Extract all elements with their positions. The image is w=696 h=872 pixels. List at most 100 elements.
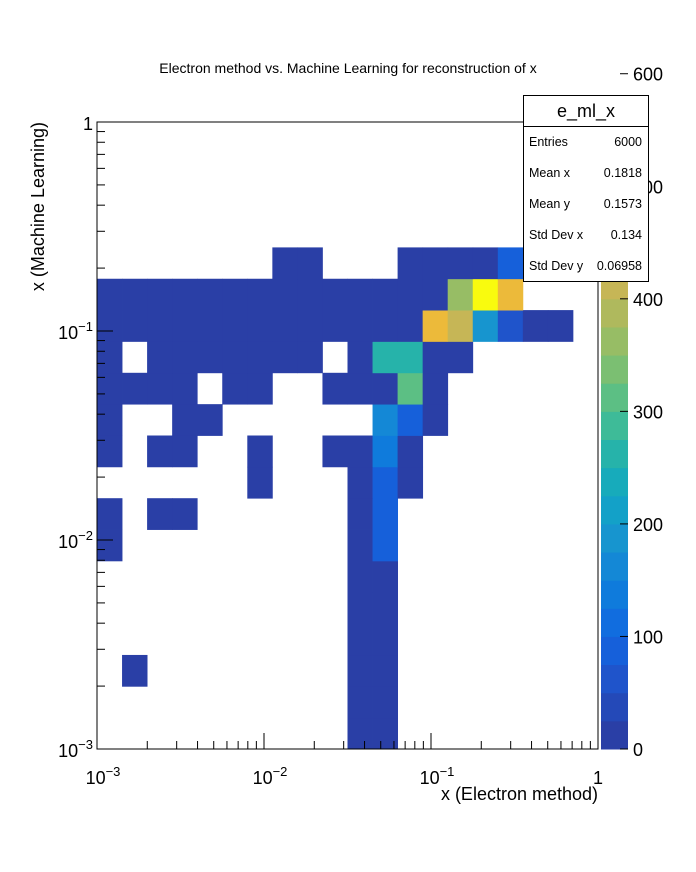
stats-row-entries: Entries 6000: [524, 127, 648, 158]
heatmap-cell: [472, 278, 499, 311]
colorbar-segment: [601, 720, 628, 750]
heatmap-cell: [372, 498, 398, 530]
heatmap-cell: [347, 341, 373, 374]
heatmap-cell: [147, 372, 173, 405]
stats-row-std-dev-y: Std Dev y 0.06958: [524, 251, 648, 282]
heatmap-cell: [122, 654, 148, 687]
y-axis-label: x (Machine Learning): [28, 122, 48, 291]
axis-tick-labels: 10−3 10−2 10−1 1 10−3 10−2 10−1 1: [58, 114, 603, 788]
heatmap-cell: [397, 404, 424, 436]
heatmap-cell: [297, 247, 323, 280]
y-tick-label: 10−1: [58, 319, 93, 343]
heatmap-cell: [172, 404, 198, 436]
colorbar-segment: [601, 608, 628, 637]
heatmap-cell: [172, 372, 198, 405]
stats-row-mean-y: Mean y 0.1573: [524, 189, 648, 220]
heatmap-cell: [422, 404, 449, 436]
y-tick-label: 10−3: [58, 737, 93, 761]
heatmap-cell: [97, 435, 123, 468]
heatmap-cell: [372, 592, 398, 624]
heatmap-cell: [422, 372, 449, 405]
heatmap-cell: [247, 435, 273, 468]
heatmap-cell: [197, 404, 223, 436]
stats-title: e_ml_x: [524, 96, 648, 127]
heatmap-cell: [322, 435, 348, 468]
colorbar-segment: [601, 298, 628, 328]
heatmap-cell: [422, 247, 449, 280]
heatmap-cell: [347, 529, 373, 562]
colorbar-label: 200: [633, 515, 663, 535]
colorbar-segment: [601, 552, 628, 581]
heatmap-cell: [147, 310, 173, 342]
heatmap-cell: [322, 372, 348, 405]
colorbar-segment: [601, 495, 628, 525]
heatmap-cell: [422, 341, 449, 374]
heatmap-cell: [372, 310, 398, 342]
stats-key: Std Dev x: [529, 228, 584, 242]
stats-key: Entries: [529, 135, 568, 149]
heatmap-cell: [122, 372, 148, 405]
heatmap-cell: [497, 278, 524, 311]
heatmap-cell: [397, 372, 424, 405]
heatmap-cell: [147, 341, 173, 374]
heatmap-cell: [322, 278, 348, 311]
heatmap-cell: [372, 372, 398, 405]
heatmap-cell: [347, 498, 373, 530]
colorbar-segment: [601, 692, 628, 722]
colorbar-label: 0: [633, 740, 643, 760]
heatmap-cell: [172, 435, 198, 468]
heatmap-cell: [447, 278, 474, 311]
heatmap-cell: [372, 404, 398, 436]
heatmap-cell: [347, 372, 373, 405]
x-tick-label: 10−3: [86, 764, 121, 788]
stats-key: Mean y: [529, 197, 570, 211]
colorbar-segment: [601, 411, 628, 440]
heatmap-cell: [472, 247, 499, 280]
colorbar-segment: [601, 326, 628, 356]
heatmap-cell: [347, 623, 373, 656]
colorbar-segment: [601, 355, 628, 384]
heatmap-cell: [222, 341, 248, 374]
heatmap-cell: [497, 247, 524, 280]
stats-key: Mean x: [529, 166, 570, 180]
stats-value: 0.1818: [603, 166, 642, 180]
heatmap-cell: [372, 435, 398, 468]
heatmap-cell: [447, 310, 474, 342]
heatmap-cell: [372, 686, 398, 719]
stats-value: 0.1573: [603, 197, 642, 211]
heatmap-cell: [347, 686, 373, 719]
heatmap-cell: [372, 654, 398, 687]
heatmap-cell: [172, 278, 198, 311]
heatmap-cell: [397, 310, 424, 342]
heatmap-cell: [447, 247, 474, 280]
heatmap-cell: [397, 247, 424, 280]
heatmap-cell: [97, 498, 123, 530]
stats-box: e_ml_x Entries 6000 Mean x 0.1818 Mean y…: [523, 95, 649, 282]
heatmap-cell: [322, 310, 348, 342]
heatmap-cell: [272, 310, 298, 342]
y-tick-label: 1: [83, 114, 93, 134]
heatmap-cell: [422, 310, 449, 342]
x-tick-label: 10−1: [420, 764, 455, 788]
heatmap-cell: [422, 278, 449, 311]
stats-key: Std Dev y: [529, 259, 584, 273]
stats-value: 0.134: [610, 228, 642, 242]
heatmap-cell: [122, 278, 148, 311]
heatmap-cell: [372, 529, 398, 562]
x-tick-label: 1: [593, 768, 603, 788]
heatmap-cell: [97, 372, 123, 405]
stats-value: 6000: [614, 135, 642, 149]
heatmap-cell: [397, 341, 424, 374]
heatmap-cell: [197, 278, 223, 311]
heatmap-cell: [347, 466, 373, 499]
heatmap-cell: [222, 372, 248, 405]
heatmap-cell: [347, 560, 373, 593]
heatmap-cell: [247, 466, 273, 499]
heatmap-cell: [97, 310, 123, 342]
colorbar-segment: [601, 467, 628, 497]
x-axis-label: x (Electron method): [441, 784, 598, 804]
plot-frame: [96, 121, 599, 750]
heatmap-cell: [397, 278, 424, 311]
heatmap-cell: [272, 278, 298, 311]
stats-row-std-dev-x: Std Dev x 0.134: [524, 220, 648, 251]
